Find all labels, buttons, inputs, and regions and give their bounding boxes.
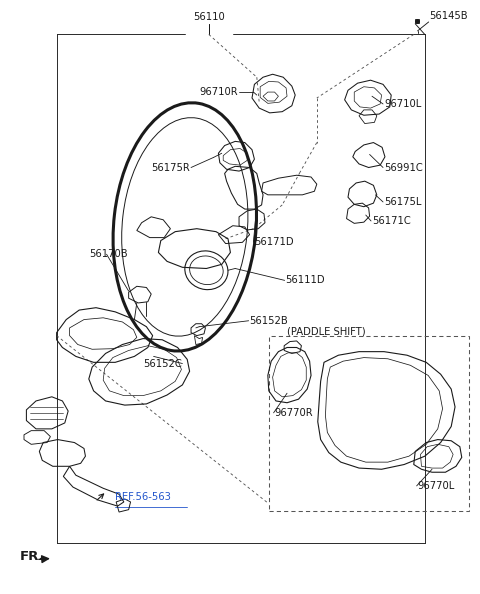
Text: 56171C: 56171C: [372, 216, 411, 226]
Text: 56145B: 56145B: [430, 11, 468, 21]
Text: 56991C: 56991C: [384, 163, 423, 172]
Text: 56170B: 56170B: [89, 249, 127, 259]
Text: (PADDLE SHIFT): (PADDLE SHIFT): [287, 327, 366, 336]
Text: 96770L: 96770L: [418, 481, 455, 491]
Text: 96770R: 96770R: [275, 408, 313, 418]
Text: 96710L: 96710L: [384, 99, 421, 109]
Text: 56111D: 56111D: [286, 276, 325, 285]
Text: REF.56-563: REF.56-563: [115, 492, 171, 502]
Text: 56175R: 56175R: [151, 163, 190, 172]
Bar: [269, 336, 469, 511]
Text: 56152B: 56152B: [250, 316, 288, 326]
Text: 56171D: 56171D: [254, 238, 294, 247]
Text: 56110: 56110: [193, 12, 225, 22]
Text: 56175L: 56175L: [384, 197, 421, 207]
Text: FR.: FR.: [20, 550, 45, 563]
Text: 56152C: 56152C: [143, 359, 181, 368]
Text: 96710R: 96710R: [199, 87, 238, 97]
